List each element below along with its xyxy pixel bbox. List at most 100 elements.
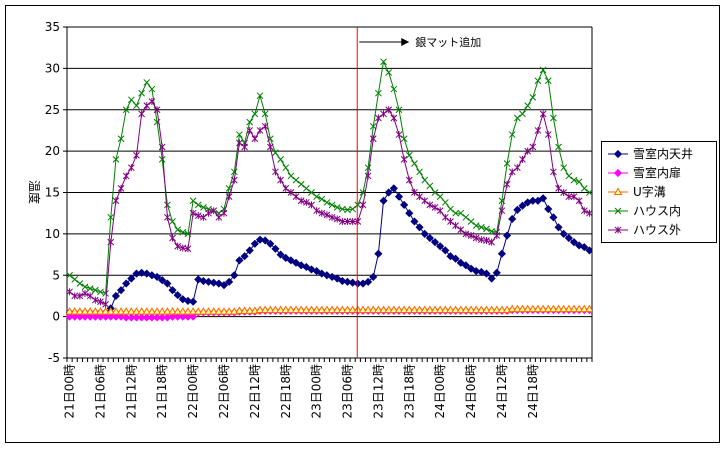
data-point [70, 307, 80, 315]
data-point [286, 256, 295, 265]
data-point [533, 196, 543, 205]
data-point [111, 307, 121, 315]
data-point [147, 307, 157, 315]
data-point [204, 307, 213, 315]
data-point [265, 305, 275, 314]
data-point [193, 307, 203, 315]
data-point [245, 306, 255, 314]
data-point [127, 96, 135, 104]
series-5 [66, 97, 592, 308]
data-point [380, 110, 387, 118]
data-point [379, 196, 388, 205]
data-point [368, 305, 378, 314]
data-point [297, 180, 305, 188]
data-point [204, 277, 213, 286]
data-point [560, 189, 568, 196]
data-point [564, 304, 574, 313]
data-point [497, 249, 506, 258]
data-point [183, 307, 193, 315]
data-point [544, 77, 552, 85]
x-tick-label: 21日00時 [63, 364, 77, 419]
data-point [132, 307, 141, 315]
data-point [375, 89, 382, 97]
data-point [507, 304, 517, 313]
data-point [472, 222, 480, 229]
data-point [580, 243, 589, 252]
data-point [158, 143, 166, 151]
data-point [452, 209, 459, 217]
data-point [390, 85, 398, 93]
data-point [441, 246, 450, 255]
data-point [189, 197, 197, 205]
data-point [230, 271, 239, 280]
data-point [395, 131, 403, 139]
data-point [225, 277, 234, 286]
data-point [251, 110, 259, 118]
data-point [518, 201, 527, 210]
data-point [312, 305, 322, 314]
data-point [219, 281, 229, 290]
data-point [116, 307, 126, 315]
annotation: 銀マット追加 [356, 27, 481, 358]
data-point [415, 223, 424, 232]
data-point [71, 276, 79, 283]
data-point [487, 305, 497, 314]
data-point [487, 274, 496, 283]
data-point [210, 207, 218, 215]
legend-marker [614, 207, 622, 215]
data-point [462, 213, 470, 221]
data-point [570, 176, 578, 184]
data-point [497, 305, 507, 314]
data-point [276, 305, 285, 314]
legend-label: 雪室内扉 [633, 165, 681, 180]
data-point [81, 289, 89, 297]
data-point [75, 307, 85, 315]
data-point [569, 304, 579, 313]
data-point [256, 126, 264, 134]
data-point [518, 304, 527, 313]
data-point [133, 102, 140, 109]
data-point [174, 226, 182, 234]
x-tick-label: 23日18時 [402, 364, 416, 419]
data-point [483, 236, 490, 244]
data-point [85, 307, 95, 315]
data-point [404, 305, 414, 314]
data-point [137, 268, 146, 277]
x-tick-label: 22日06時 [217, 364, 231, 419]
data-point [534, 126, 542, 134]
data-point [447, 205, 454, 213]
data-point [344, 217, 351, 225]
data-point [302, 185, 310, 192]
data-point [399, 305, 409, 314]
data-point [374, 305, 383, 314]
data-point [296, 305, 306, 314]
data-point [215, 213, 223, 221]
data-point [394, 305, 404, 314]
x-axis: 21日00時 21日06時 21日12時 21日18時 22日00時 22日06時 22日1… [63, 357, 593, 419]
data-point [353, 305, 363, 314]
data-point [291, 258, 301, 267]
data-point [482, 269, 491, 278]
data-point [416, 193, 423, 201]
data-point [235, 306, 244, 314]
data-point [322, 305, 332, 314]
data-point [271, 244, 280, 253]
data-point [277, 156, 284, 163]
data-point [261, 122, 269, 130]
data-point [122, 172, 130, 180]
data-point [76, 292, 84, 300]
data-point [364, 172, 372, 180]
data-point [158, 156, 166, 163]
data-point [513, 205, 522, 214]
data-point [380, 58, 387, 66]
data-point [91, 286, 99, 294]
data-point [369, 272, 378, 281]
data-point [394, 192, 404, 201]
data-point [112, 156, 120, 163]
data-point [492, 305, 502, 314]
data-point [301, 305, 311, 314]
data-point [291, 305, 301, 314]
data-point [260, 305, 270, 314]
data-point [363, 305, 373, 314]
data-point [307, 305, 316, 314]
